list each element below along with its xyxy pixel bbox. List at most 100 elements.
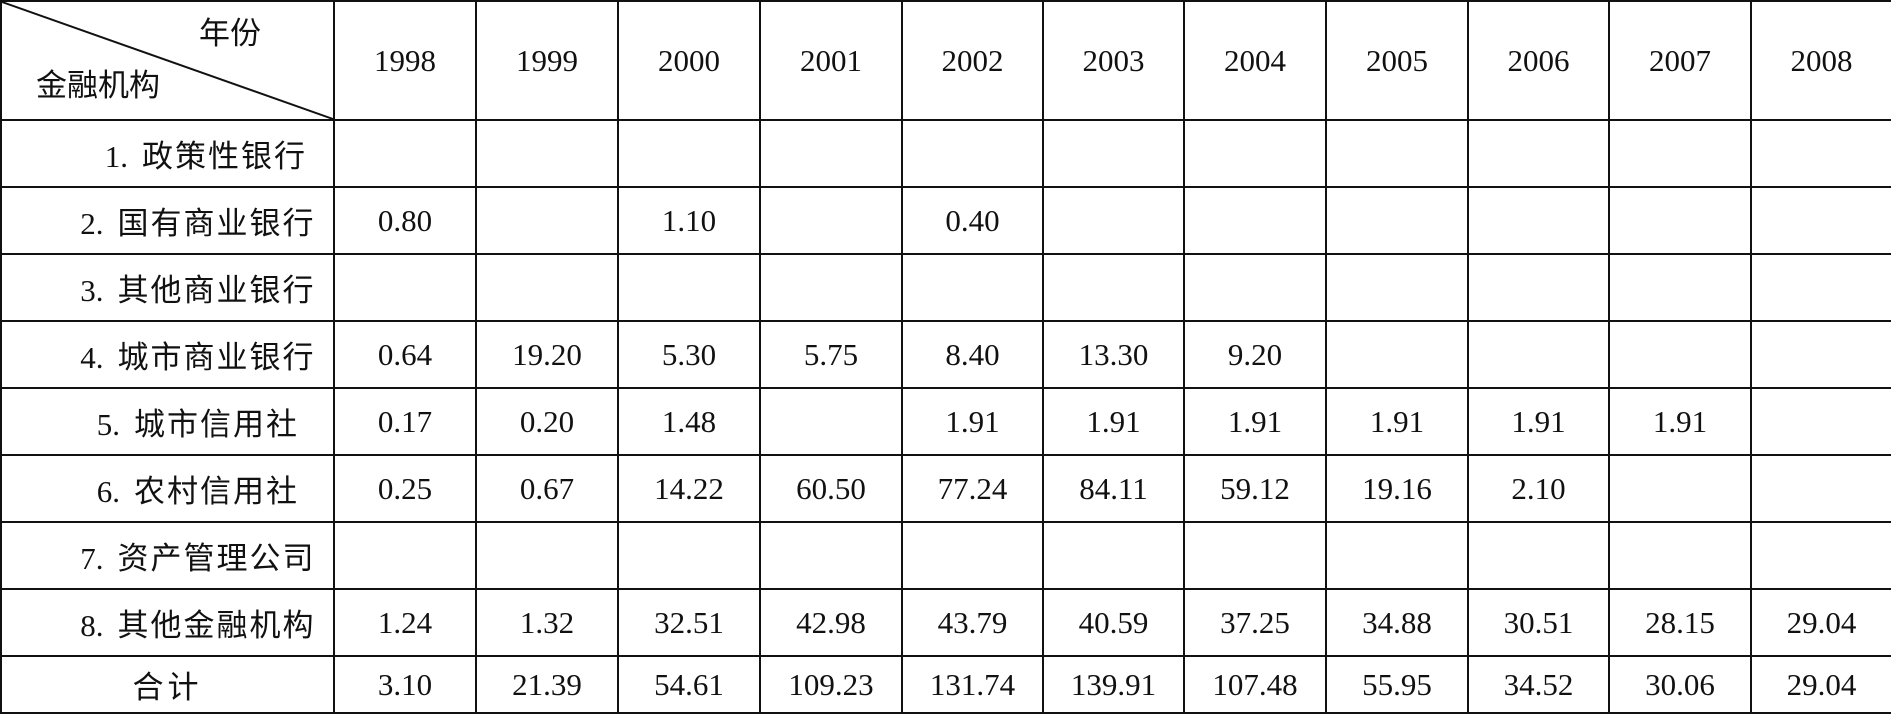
- value-cell: 1.24: [333, 588, 477, 657]
- value-cell: 1.32: [475, 588, 619, 657]
- value-cell: 29.04: [1750, 588, 1891, 657]
- institution-name: 国有商业银行: [117, 206, 316, 241]
- institution-name: 其他金融机构: [117, 608, 316, 643]
- corner-header-cell: 年份 金融机构: [0, 0, 335, 121]
- value-cell: [617, 119, 761, 188]
- value-cell: 43.79: [901, 588, 1044, 657]
- value-cell: [1325, 119, 1469, 188]
- value-cell: [1467, 253, 1610, 322]
- row-number: 4.: [80, 340, 104, 375]
- value-cell: [475, 253, 619, 322]
- value-cell: [759, 253, 903, 322]
- value-cell: [1325, 186, 1469, 255]
- total-cell: 55.95: [1325, 655, 1469, 714]
- value-cell: 14.22: [617, 454, 761, 523]
- year-header: 2005: [1325, 0, 1469, 121]
- row-number: 1.: [104, 139, 128, 174]
- value-cell: [1750, 454, 1891, 523]
- institution-axis-label: 金融机构: [36, 68, 160, 103]
- value-cell: [1467, 521, 1610, 590]
- institution-label-cell: 4. 城市商业银行: [0, 320, 335, 389]
- value-cell: [759, 119, 903, 188]
- value-cell: [901, 253, 1044, 322]
- value-cell: [1325, 320, 1469, 389]
- value-cell: 9.20: [1183, 320, 1327, 389]
- value-cell: [901, 119, 1044, 188]
- table-row: 6. 农村信用社 0.25 0.67 14.22 60.50 77.24 84.11 59.12…: [0, 454, 1891, 523]
- value-cell: 1.10: [617, 186, 761, 255]
- value-cell: [1325, 521, 1469, 590]
- value-cell: 34.88: [1325, 588, 1469, 657]
- value-cell: [617, 253, 761, 322]
- value-cell: [1608, 454, 1752, 523]
- value-cell: [1183, 186, 1327, 255]
- total-cell: 107.48: [1183, 655, 1327, 714]
- value-cell: 1.91: [1183, 387, 1327, 456]
- value-cell: 1.91: [1325, 387, 1469, 456]
- total-cell: 29.04: [1750, 655, 1891, 714]
- year-header: 2000: [617, 0, 761, 121]
- value-cell: 0.25: [333, 454, 477, 523]
- institution-label-cell: 1. 政策性银行: [0, 119, 335, 188]
- value-cell: 0.20: [475, 387, 619, 456]
- value-cell: [475, 521, 619, 590]
- value-cell: 0.80: [333, 186, 477, 255]
- value-cell: 5.75: [759, 320, 903, 389]
- value-cell: [1608, 119, 1752, 188]
- year-header: 1998: [333, 0, 477, 121]
- value-cell: 0.17: [333, 387, 477, 456]
- institution-name: 资产管理公司: [117, 541, 316, 576]
- value-cell: [1467, 119, 1610, 188]
- row-number: 2.: [80, 206, 104, 241]
- institution-label-cell: 2. 国有商业银行: [0, 186, 335, 255]
- row-number: 6.: [96, 474, 120, 509]
- value-cell: 1.91: [1467, 387, 1610, 456]
- value-cell: [1042, 186, 1185, 255]
- value-cell: 19.16: [1325, 454, 1469, 523]
- value-cell: [617, 521, 761, 590]
- value-cell: [475, 186, 619, 255]
- value-cell: [1750, 521, 1891, 590]
- value-cell: 40.59: [1042, 588, 1185, 657]
- value-cell: [1608, 521, 1752, 590]
- total-cell: 34.52: [1467, 655, 1610, 714]
- value-cell: [333, 253, 477, 322]
- institution-name: 其他商业银行: [117, 273, 316, 308]
- year-header: 2001: [759, 0, 903, 121]
- value-cell: 8.40: [901, 320, 1044, 389]
- total-label: 合计: [0, 655, 335, 714]
- year-header: 1999: [475, 0, 619, 121]
- value-cell: 77.24: [901, 454, 1044, 523]
- corner-diagonal-line: [3, 3, 332, 118]
- value-cell: 13.30: [1042, 320, 1185, 389]
- value-cell: [1042, 521, 1185, 590]
- institution-name: 农村信用社: [134, 474, 299, 509]
- value-cell: [759, 387, 903, 456]
- table-row: 4. 城市商业银行 0.64 19.20 5.30 5.75 8.40 13.30 9.20: [0, 320, 1891, 389]
- value-cell: 2.10: [1467, 454, 1610, 523]
- value-cell: [1608, 320, 1752, 389]
- institution-label-cell: 3. 其他商业银行: [0, 253, 335, 322]
- value-cell: [1750, 320, 1891, 389]
- year-header: 2008: [1750, 0, 1891, 121]
- value-cell: 37.25: [1183, 588, 1327, 657]
- row-number: 5.: [96, 407, 120, 442]
- institution-label-cell: 7. 资产管理公司: [0, 521, 335, 590]
- value-cell: 5.30: [617, 320, 761, 389]
- row-number: 3.: [80, 273, 104, 308]
- year-axis-label: 年份: [199, 16, 261, 51]
- value-cell: [901, 521, 1044, 590]
- value-cell: 84.11: [1042, 454, 1185, 523]
- value-cell: [1608, 186, 1752, 255]
- value-cell: [1750, 387, 1891, 456]
- value-cell: [1750, 253, 1891, 322]
- year-header: 2006: [1467, 0, 1610, 121]
- value-cell: [1325, 253, 1469, 322]
- total-cell: 109.23: [759, 655, 903, 714]
- value-cell: [1042, 119, 1185, 188]
- institution-label-cell: 6. 农村信用社: [0, 454, 335, 523]
- value-cell: 1.91: [901, 387, 1044, 456]
- value-cell: 19.20: [475, 320, 619, 389]
